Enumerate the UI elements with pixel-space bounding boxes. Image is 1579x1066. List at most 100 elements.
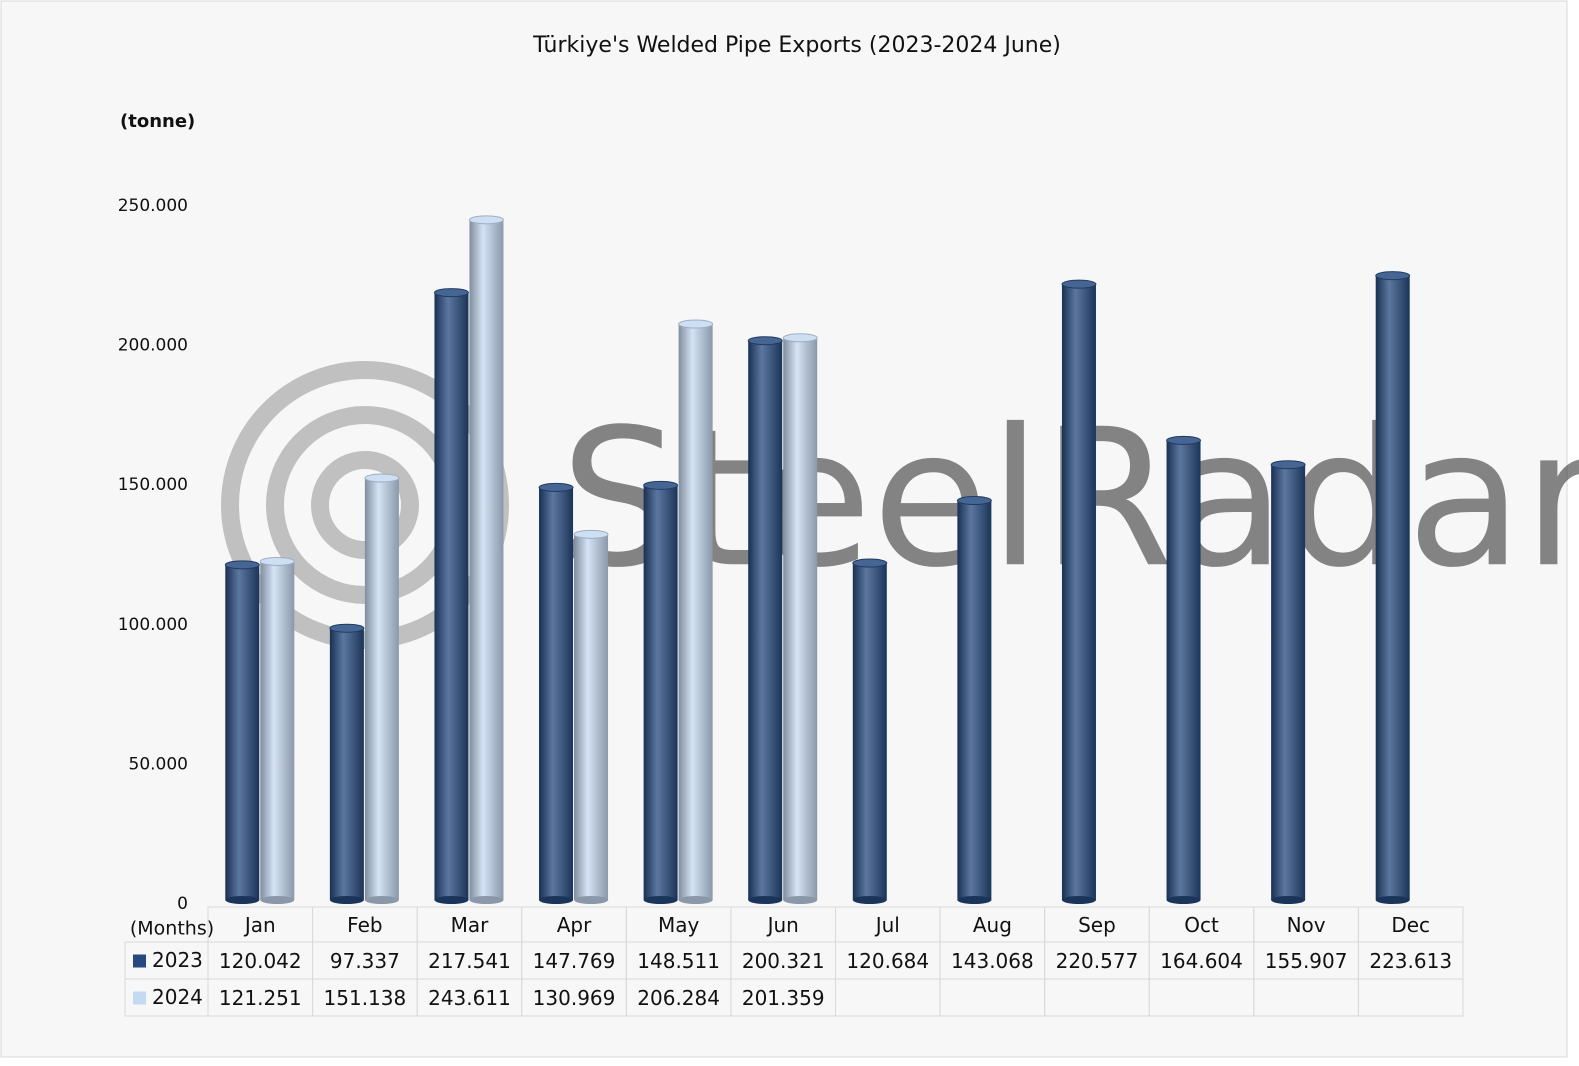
bar-base [364,896,399,904]
bar-base [852,896,887,904]
data-label: 120.684 [846,949,929,973]
bar [1271,464,1306,900]
bar-base [1166,896,1201,904]
x-tick-label: Dec [1391,913,1430,937]
bar [364,478,399,900]
bar [783,337,818,900]
data-label: 155.907 [1265,949,1348,973]
bar [329,628,364,900]
bar-cap [433,288,469,298]
bar-base [469,896,504,904]
y-tick-label: 150.000 [118,475,188,495]
bar-base [1271,896,1306,904]
bar-cap [747,336,783,346]
bar-base [783,896,818,904]
data-label: 143.068 [951,949,1034,973]
bar-base [225,896,260,904]
legend-swatch [133,991,146,1005]
x-tick-label: May [658,913,700,937]
bar-cap [538,482,574,492]
data-label: 97.337 [330,949,400,973]
y-axis-label: (tonne) [120,111,195,132]
bar [539,487,574,900]
legend-label: 2023 [152,948,203,972]
data-label: 206.284 [637,986,720,1010]
data-label: 121.251 [219,986,302,1010]
x-tick-label: Jan [243,913,276,937]
table-cell [1357,978,1464,1017]
bar-cap [1061,279,1097,289]
x-axis-label: (Months) [130,918,214,940]
chart-title: Türkiye's Welded Pipe Exports (2023-2024… [532,33,1061,58]
x-tick-label: Feb [347,913,382,937]
bar-cap [224,560,260,570]
data-label: 164.604 [1160,949,1243,973]
bar-cap [1375,271,1411,281]
y-tick-label: 250.000 [118,196,188,216]
y-tick-label: 0 [177,894,188,914]
data-label: 243.611 [428,986,511,1010]
x-tick-label: Oct [1184,913,1219,937]
bar-cap [329,623,365,633]
bar-base [329,896,364,904]
bar [225,564,260,900]
bar-base [643,896,678,904]
bar [1375,275,1410,901]
bar [748,340,783,901]
x-tick-label: Nov [1287,913,1326,937]
data-label: 147.769 [533,949,616,973]
bar-cap [782,333,818,343]
bar-base [748,896,783,904]
x-tick-label: Mar [451,913,490,937]
bar-base [434,896,469,904]
data-label: 148.511 [637,949,720,973]
bar-cap [852,558,888,568]
bar-cap [678,319,714,329]
data-label: 120.042 [219,949,302,973]
bar-cap [643,480,679,490]
bar-cap [573,529,609,539]
data-label: 151.138 [324,986,407,1010]
x-tick-label: Jun [766,913,799,937]
data-label: 223.613 [1369,949,1452,973]
y-tick-label: 50.000 [129,754,188,774]
bar-base [1061,896,1096,904]
x-tick-label: Jul [874,913,900,937]
bar [643,485,678,900]
bar [1061,284,1096,900]
y-tick-label: 100.000 [118,615,188,635]
legend-swatch [133,954,146,968]
bar-base [1375,896,1410,904]
x-tick-label: Apr [557,913,592,937]
bar-cap [364,473,400,483]
bar [434,292,469,901]
data-label: 220.577 [1056,949,1139,973]
bar-base [678,896,713,904]
data-label: 200.321 [742,949,825,973]
bar [678,324,713,901]
bar [469,219,504,901]
bar-base [574,896,609,904]
bar-base [957,896,992,904]
bar [852,563,887,900]
data-label: 130.969 [533,986,616,1010]
legend-label: 2024 [152,985,203,1009]
bar-cap [259,556,295,566]
bar-cap [468,215,504,225]
bar [1166,440,1201,900]
bar-cap [1166,435,1202,445]
bar-cap [1270,460,1306,470]
table-cell [124,978,209,1017]
bar [957,500,992,900]
bar-base [260,896,295,904]
data-label: 217.541 [428,949,511,973]
x-tick-label: Sep [1078,913,1116,937]
bar-cap [956,496,992,506]
bar [574,534,609,900]
data-label: 201.359 [742,986,825,1010]
y-tick-label: 200.000 [118,336,188,356]
bar [260,561,295,900]
bar-base [539,896,574,904]
